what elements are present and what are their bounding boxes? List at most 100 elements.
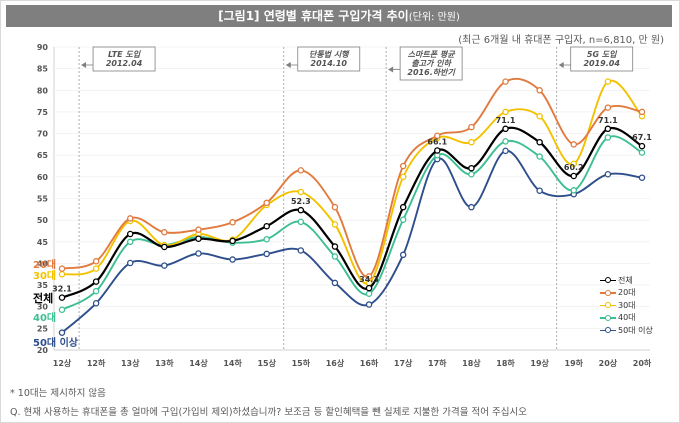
data-label-20하: 67.1 (632, 133, 652, 142)
y-tick-label-60: 60 (37, 173, 49, 182)
side-label-total: 전체 (33, 292, 54, 305)
point-s20-14하 (229, 219, 236, 226)
chart-title-bar: [그림1] 연령별 휴대폰 구입가격 추이(단위: 만원) (6, 5, 672, 27)
point-s50-14하 (229, 256, 236, 263)
point-s50-16상 (331, 279, 339, 287)
point-total-17상 (399, 203, 407, 211)
point-total-14상 (195, 235, 202, 243)
y-tick-label-80: 80 (37, 86, 49, 95)
point-s20-13상 (126, 215, 134, 222)
annotation-box-2 (399, 46, 463, 81)
x-tick-label-14상: 14상 (189, 358, 208, 368)
point-s30-12하 (92, 265, 100, 272)
x-tick-label-20상: 20상 (599, 358, 618, 368)
point-s40-12상 (58, 306, 66, 313)
legend-swatch-s50 (600, 326, 616, 334)
legend-item-s20: 20대 (600, 287, 653, 300)
legend-item-s40: 40대 (600, 312, 653, 325)
annotation-text-2-1: 출고가 인하 (411, 59, 452, 68)
chart-legend: 전체 20대 30대 40대 50대 이상 (600, 274, 653, 337)
point-s50-16하 (365, 301, 373, 308)
point-s40-13상 (126, 238, 134, 246)
annotation-box-0 (92, 46, 156, 72)
point-s30-16상 (331, 221, 339, 228)
data-label-15하: 52.3 (291, 197, 311, 206)
y-tick-label-50: 50 (37, 216, 49, 225)
y-tick-label-90: 90 (37, 43, 49, 52)
annotation-text-1-1: 2014.10 (311, 59, 348, 68)
legend-label-s40: 40대 (618, 313, 636, 323)
legend-label-total: 전체 (618, 275, 633, 285)
point-s40-18하 (502, 138, 509, 145)
point-s50-19상 (536, 187, 543, 194)
point-s40-16상 (331, 253, 339, 260)
point-total-19상 (536, 138, 543, 146)
point-s20-19상 (536, 87, 543, 94)
y-tick-label-70: 70 (37, 130, 49, 139)
legend-label-s20: 20대 (618, 288, 636, 298)
point-s40-15하 (297, 218, 305, 226)
annotation-text-3-0: 5G 도입 (587, 50, 618, 59)
legend-label-s50: 50대 이상 (618, 325, 653, 335)
data-label-17하: 66.1 (427, 137, 447, 146)
point-s50-18상 (468, 203, 475, 211)
point-s50-13상 (126, 259, 134, 267)
data-label-18하: 71.1 (496, 116, 516, 125)
x-tick-label-13상: 13상 (121, 358, 140, 368)
point-s50-17상 (399, 251, 407, 259)
point-total-16상 (331, 243, 339, 250)
point-s50-20하 (638, 174, 646, 181)
point-s40-20상 (604, 134, 612, 141)
data-label-20상: 71.1 (598, 116, 618, 125)
x-tick-label-14하: 14하 (223, 358, 242, 368)
x-tick-label-15상: 15상 (257, 358, 276, 368)
y-tick-label-75: 75 (37, 108, 49, 117)
point-total-19하 (570, 172, 578, 180)
x-tick-label-13하: 13하 (155, 358, 174, 368)
x-tick-label-18하: 18하 (496, 358, 515, 368)
side-label-30: 30대 (33, 271, 57, 282)
data-label-12상: 32.1 (52, 285, 72, 294)
y-tick-label-55: 55 (37, 195, 49, 204)
side-label-50: 50대 이상 (33, 338, 78, 349)
x-tick-label-12상: 12상 (53, 358, 72, 368)
annotation-text-0-0: LTE 도입 (108, 50, 142, 59)
y-tick-label-65: 65 (37, 151, 49, 160)
point-s30-20상 (604, 78, 612, 85)
point-s40-15상 (263, 235, 270, 243)
point-s20-17하 (434, 132, 441, 139)
footnote-1: * 10대는 제시하지 않음 (10, 388, 106, 399)
legend-item-s30: 30대 (600, 299, 653, 312)
annotation-arrowhead-3 (558, 62, 564, 68)
data-label-19하: 60.2 (564, 163, 584, 172)
x-tick-label-19상: 19상 (530, 358, 549, 368)
legend-swatch-s30 (600, 301, 616, 309)
point-s50-15하 (297, 247, 305, 254)
point-s50-12상 (58, 329, 66, 336)
point-s20-19하 (570, 141, 578, 148)
point-s20-15상 (263, 199, 270, 207)
point-total-18상 (468, 164, 475, 172)
chart-subtitle: (최근 6개월 내 휴대폰 구입자, n=6,810, 만 원) (458, 35, 664, 46)
point-total-20하 (638, 142, 646, 150)
annotation-box-1 (297, 46, 361, 72)
x-tick-label-20하: 20하 (633, 358, 652, 368)
legend-item-total: 전체 (600, 274, 653, 287)
point-s30-12상 (58, 270, 66, 278)
point-total-20상 (604, 125, 612, 133)
data-label-16하: 34.3 (359, 275, 379, 284)
point-s30-15하 (297, 188, 305, 196)
point-s20-12상 (58, 265, 66, 272)
y-tick-label-45: 45 (37, 238, 49, 247)
x-tick-label-16하: 16하 (360, 358, 379, 368)
annotation-arrowhead-1 (285, 62, 291, 68)
point-s50-20상 (604, 171, 612, 178)
y-tick-label-20: 20 (37, 346, 49, 355)
annotation-box-3 (570, 46, 634, 72)
point-s50-15상 (263, 250, 270, 258)
annotation-text-3-1: 2019.04 (583, 59, 620, 68)
side-label-20: 20대 (33, 260, 57, 271)
y-tick-label-85: 85 (37, 65, 49, 74)
annotation-text-0-1: 2012.04 (106, 59, 143, 68)
